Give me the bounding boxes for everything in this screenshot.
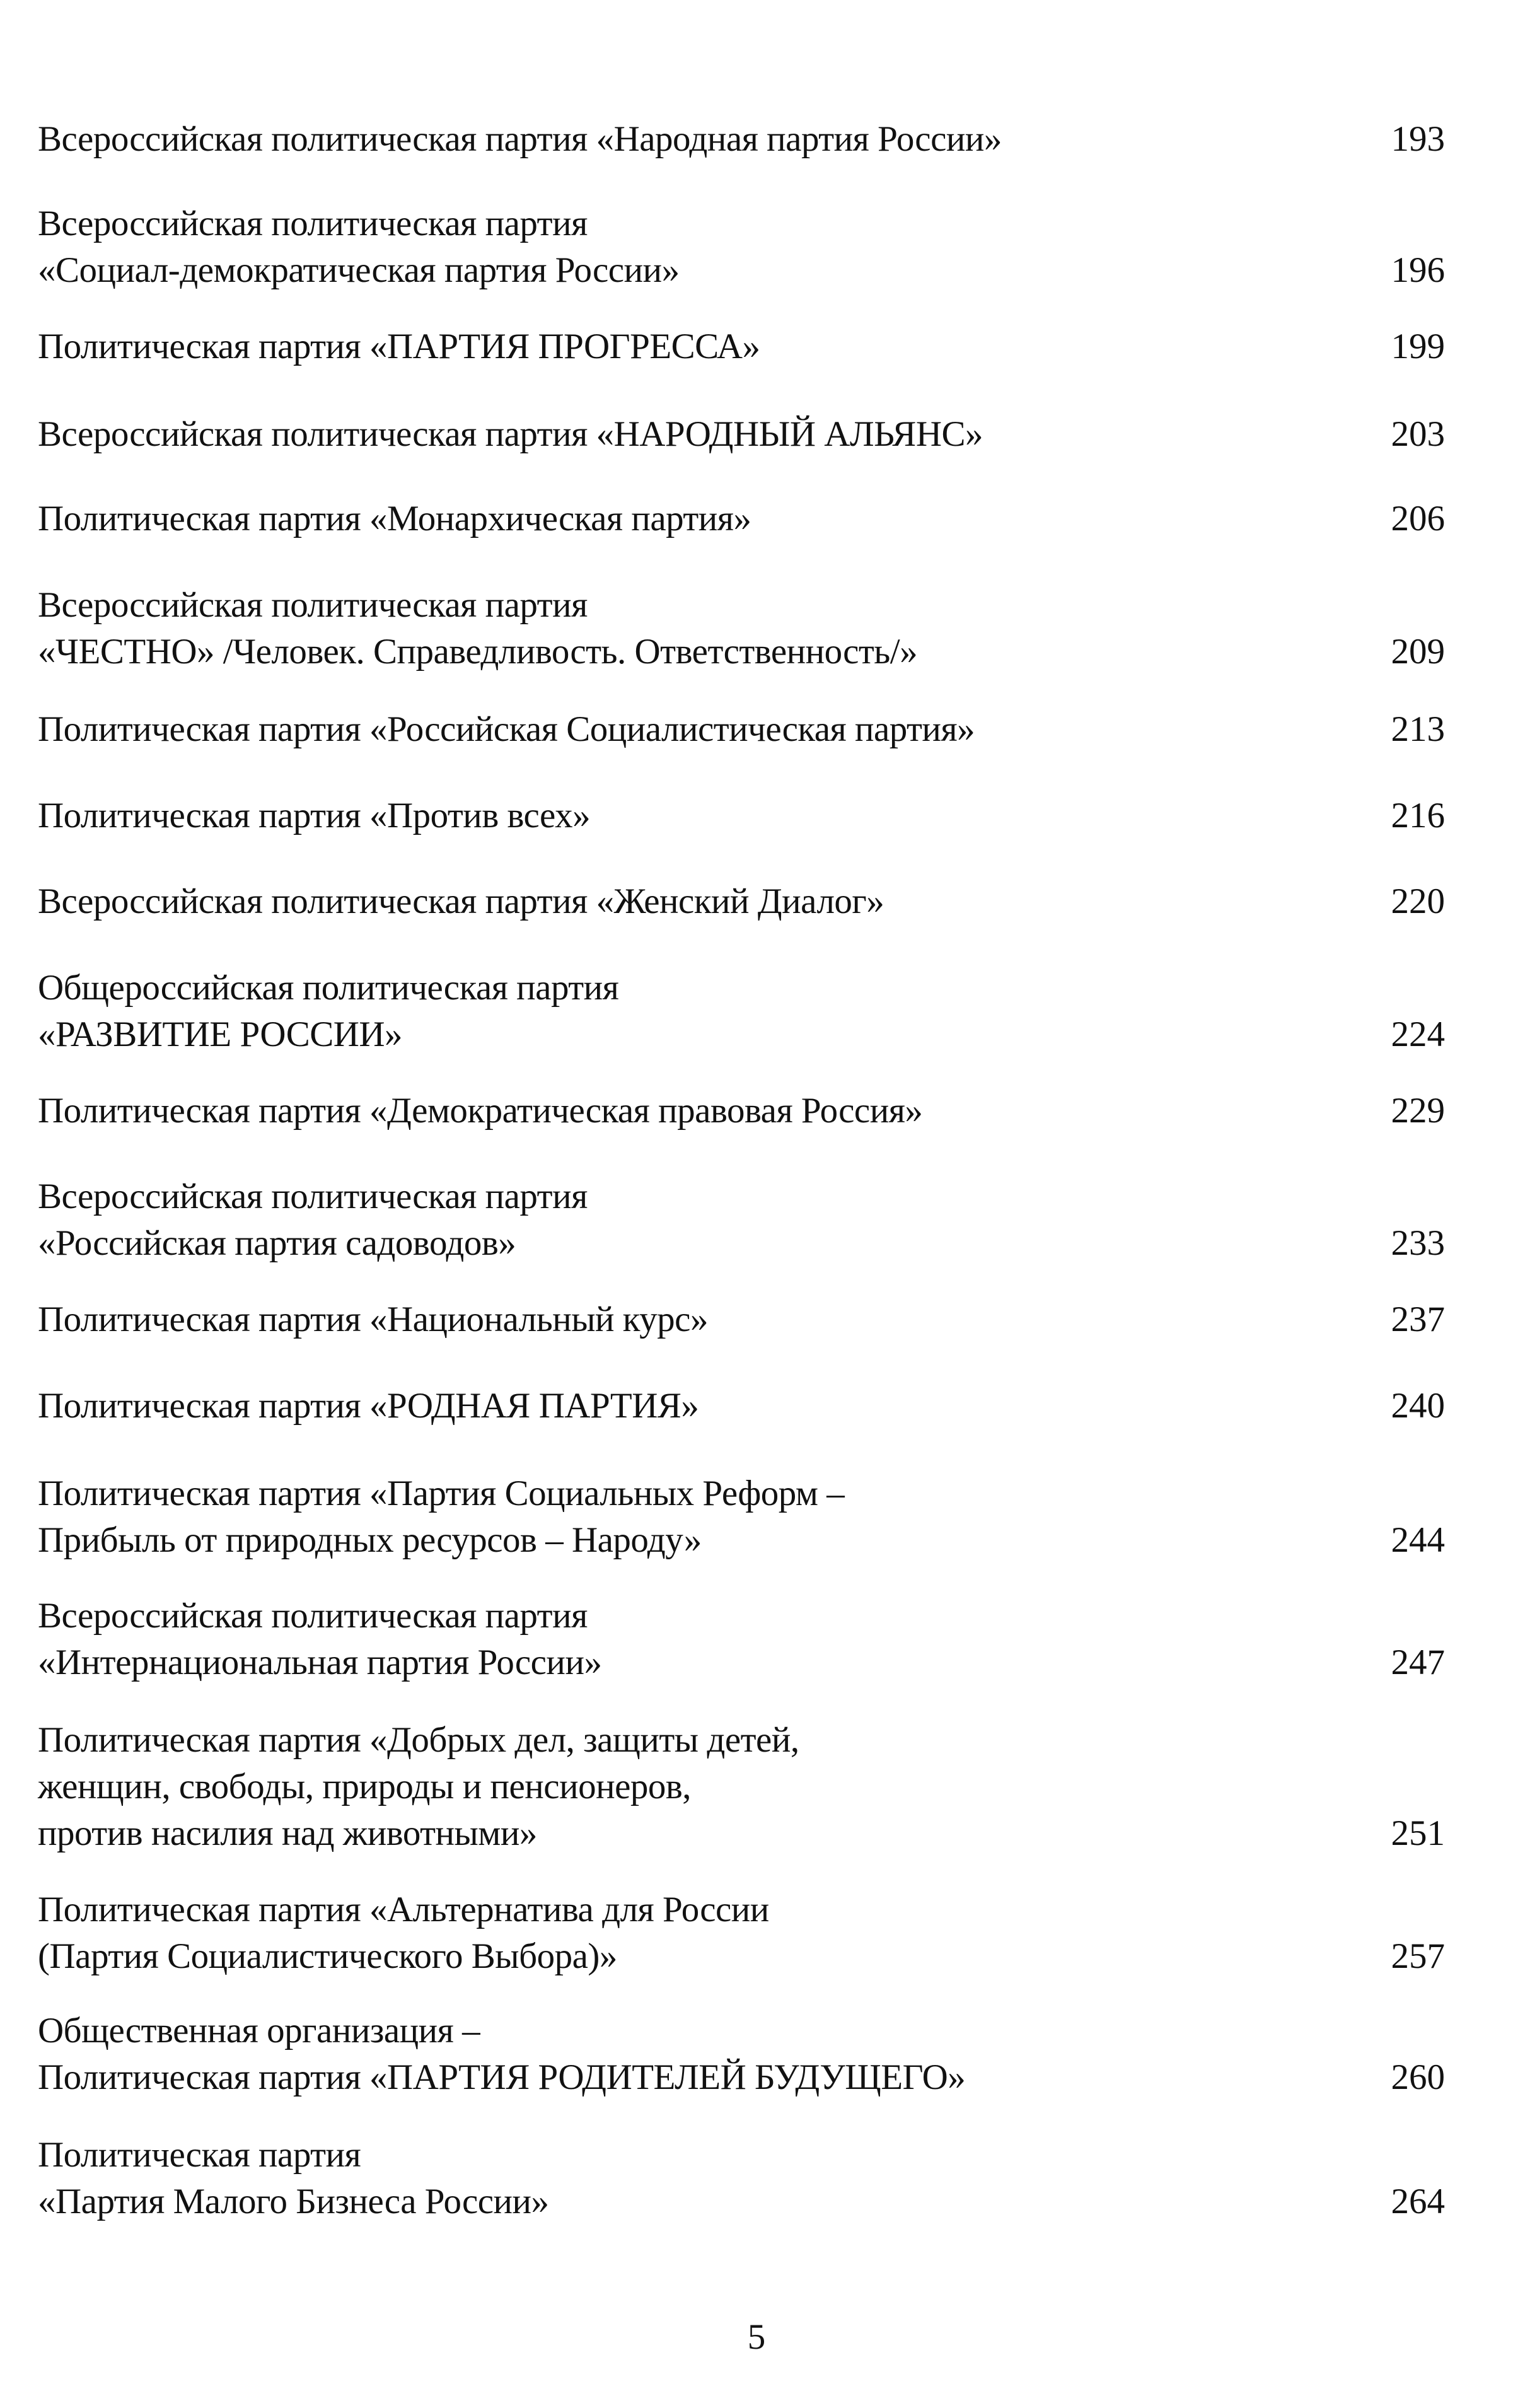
toc-entry: Политическая партия «ПАРТИЯ ПРОГРЕССА» 19… xyxy=(38,323,1445,370)
toc-entry-title: Всероссийская политическая партия «ЧЕСТН… xyxy=(38,585,918,672)
toc-entry-page: 251 xyxy=(1391,1813,1446,1853)
toc-entry: Всероссийская политическая партия «Социа… xyxy=(38,201,1445,294)
toc-entry: Всероссийская политическая партия «Интер… xyxy=(38,1593,1445,1686)
toc-entry-title: Политическая партия «Против всех» xyxy=(38,796,591,835)
toc-entry: Политическая партия «Партия Малого Бизне… xyxy=(38,2132,1445,2225)
toc-entry: Политическая партия «Добрых дел, защиты … xyxy=(38,1717,1445,1857)
toc-entry-page: 220 xyxy=(1391,881,1446,921)
toc-entry-title: Общероссийская политическая партия «РАЗВ… xyxy=(38,968,619,1054)
toc-entry-page: 213 xyxy=(1391,709,1446,749)
toc-entry-page: 233 xyxy=(1391,1223,1446,1263)
toc-entry-page: 209 xyxy=(1391,632,1446,672)
toc-entry-page: 260 xyxy=(1391,2057,1446,2097)
toc-entry-title: Политическая партия «Партия Социальных Р… xyxy=(38,1474,845,1560)
toc-entry-title: Политическая партия «РОДНАЯ ПАРТИЯ» xyxy=(38,1386,699,1426)
toc-entry-page: 203 xyxy=(1391,414,1446,454)
toc-entry-title: Политическая партия «Альтернатива для Ро… xyxy=(38,1890,769,1976)
toc-entry-page: 224 xyxy=(1391,1015,1446,1054)
toc-entry-title: Всероссийская политическая партия «Интер… xyxy=(38,1596,602,1682)
toc-entry-page: 247 xyxy=(1391,1643,1446,1682)
toc-entry-page: 216 xyxy=(1391,796,1446,835)
toc-entry-page: 237 xyxy=(1391,1300,1446,1339)
toc-entry: Политическая партия «Российская Социалис… xyxy=(38,706,1445,753)
toc-entry-page: 257 xyxy=(1391,1936,1446,1976)
toc-entry-page: 244 xyxy=(1391,1520,1446,1560)
toc-entry-title: Политическая партия «Добрых дел, защиты … xyxy=(38,1720,799,1853)
toc-entry: Всероссийская политическая партия «НАРОД… xyxy=(38,411,1445,458)
toc-entry-page: 264 xyxy=(1391,2182,1446,2221)
toc-entry-title: Политическая партия «Российская Социалис… xyxy=(38,709,975,749)
toc-entry-page: 206 xyxy=(1391,499,1446,538)
toc-entry: Политическая партия «Монархическая парти… xyxy=(38,496,1445,542)
toc-entry: Политическая партия «РОДНАЯ ПАРТИЯ» 240 xyxy=(38,1383,1445,1429)
toc-entry: Общественная организация – Политическая … xyxy=(38,2008,1445,2101)
toc-entry: Политическая партия «Альтернатива для Ро… xyxy=(38,1887,1445,1980)
toc-entry-page: 240 xyxy=(1391,1386,1446,1426)
toc-entry-title: Политическая партия «ПАРТИЯ ПРОГРЕССА» xyxy=(38,327,760,366)
toc-entry-title: Политическая партия «Партия Малого Бизне… xyxy=(38,2135,549,2221)
toc-entry-page: 199 xyxy=(1391,327,1446,366)
toc-entry-title: Всероссийская политическая партия «Женск… xyxy=(38,881,884,921)
toc-entry-page: 196 xyxy=(1391,250,1446,290)
toc-entry: Всероссийская политическая партия «ЧЕСТН… xyxy=(38,582,1445,675)
toc-entry-title: Политическая партия «Монархическая парти… xyxy=(38,499,751,538)
toc-entry-title: Всероссийская политическая партия «НАРОД… xyxy=(38,414,983,454)
toc-entry: Политическая партия «Партия Социальных Р… xyxy=(38,1470,1445,1564)
page-number: 5 xyxy=(747,2317,766,2357)
toc-entry-page: 193 xyxy=(1391,119,1446,159)
toc-entry-title: Политическая партия «Демократическая пра… xyxy=(38,1091,923,1131)
toc-entry: Политическая партия «Национальный курс» 2… xyxy=(38,1296,1445,1343)
toc-entry-title: Всероссийская политическая партия «Народ… xyxy=(38,119,1002,159)
toc-entry: Политическая партия «Против всех» 216 xyxy=(38,793,1445,839)
toc-entry: Политическая партия «Демократическая пра… xyxy=(38,1088,1445,1134)
toc-entry: Всероссийская политическая партия «Росси… xyxy=(38,1173,1445,1267)
toc-entry: Всероссийская политическая партия «Народ… xyxy=(38,116,1445,163)
toc-entry-page: 229 xyxy=(1391,1091,1446,1131)
toc-entry: Общероссийская политическая партия «РАЗВ… xyxy=(38,965,1445,1058)
toc-entry: Всероссийская политическая партия «Женск… xyxy=(38,878,1445,925)
toc-entry-title: Всероссийская политическая партия «Социа… xyxy=(38,204,680,290)
toc-entry-title: Политическая партия «Национальный курс» xyxy=(38,1300,708,1339)
toc-entry-title: Всероссийская политическая партия «Росси… xyxy=(38,1177,588,1263)
toc-entry-title: Общественная организация – Политическая … xyxy=(38,2011,966,2097)
